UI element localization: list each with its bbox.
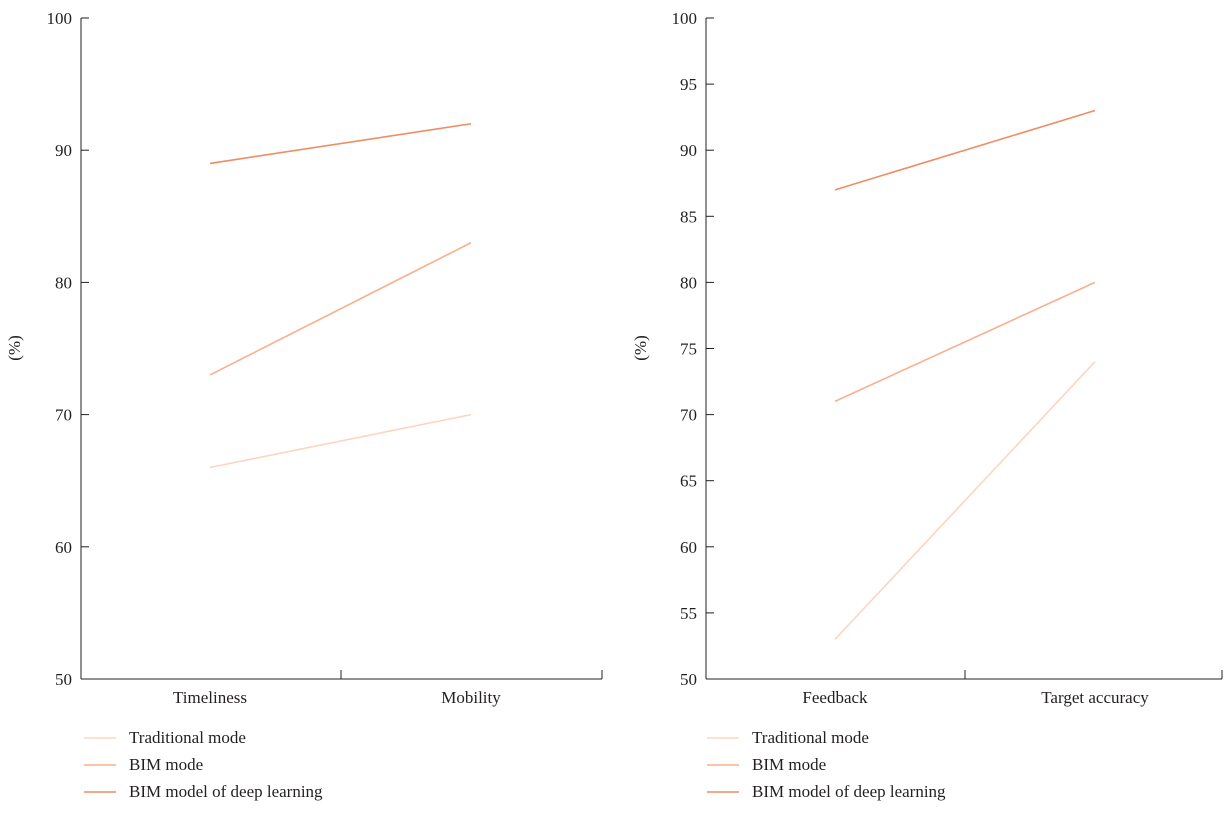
y-tick-label: 60 bbox=[55, 538, 72, 557]
legend-label: BIM mode bbox=[752, 755, 826, 774]
y-tick-label: 100 bbox=[672, 9, 698, 28]
series-line-2 bbox=[834, 109, 1096, 191]
y-tick-label: 50 bbox=[55, 670, 72, 689]
x-tick-label: Timeliness bbox=[173, 688, 247, 707]
y-tick-label: 65 bbox=[680, 472, 697, 491]
y-tick-label: 50 bbox=[680, 670, 697, 689]
x-tick-label: Feedback bbox=[802, 688, 868, 707]
y-tick-label: 85 bbox=[680, 207, 697, 226]
series-line-0 bbox=[209, 413, 472, 469]
y-tick-label: 70 bbox=[55, 406, 72, 425]
y-tick-label: 55 bbox=[680, 604, 697, 623]
y-tick-label: 100 bbox=[47, 9, 73, 28]
y-tick-label: 75 bbox=[680, 340, 697, 359]
x-tick-label: Mobility bbox=[441, 688, 501, 707]
y-tick-label: 80 bbox=[55, 273, 72, 292]
legend-label: Traditional mode bbox=[752, 728, 869, 747]
legend-label: Traditional mode bbox=[129, 728, 246, 747]
series-line-1 bbox=[834, 281, 1096, 403]
series-line-0 bbox=[834, 361, 1096, 640]
legend-label: BIM model of deep learning bbox=[752, 782, 946, 801]
y-tick-label: 90 bbox=[680, 141, 697, 160]
y-tick-label: 95 bbox=[680, 75, 697, 94]
y-tick-label: 90 bbox=[55, 141, 72, 160]
y-tick-label: 70 bbox=[680, 406, 697, 425]
legend-label: BIM mode bbox=[129, 755, 203, 774]
legend-label: BIM model of deep learning bbox=[129, 782, 323, 801]
y-axis-title: (%) bbox=[631, 335, 650, 360]
series-line-2 bbox=[209, 122, 472, 165]
y-axis-title: (%) bbox=[5, 335, 24, 360]
y-tick-label: 60 bbox=[680, 538, 697, 557]
x-tick-label: Target accuracy bbox=[1041, 688, 1149, 707]
y-tick-label: 80 bbox=[680, 273, 697, 292]
series-line-1 bbox=[209, 242, 472, 376]
